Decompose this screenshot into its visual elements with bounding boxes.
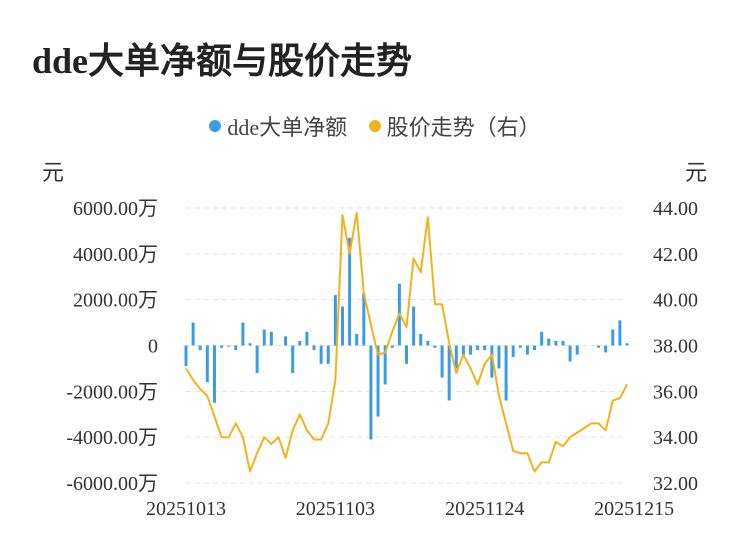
bar bbox=[355, 334, 359, 346]
bar bbox=[284, 336, 288, 346]
bar bbox=[312, 345, 316, 351]
legend-item-bars[interactable]: dde大单净额 bbox=[209, 110, 347, 142]
bar bbox=[390, 345, 394, 348]
bar bbox=[525, 345, 529, 355]
page-title: dde大单净额与股价走势 bbox=[32, 41, 413, 81]
y-right-tick-label: 44.00 bbox=[653, 198, 698, 220]
bar bbox=[604, 345, 608, 353]
x-tick-label: 20251013 bbox=[146, 498, 226, 520]
y-right-tick-label: 34.00 bbox=[653, 427, 698, 449]
bar bbox=[405, 345, 408, 364]
right-axis-unit: 元 bbox=[685, 160, 708, 185]
bar bbox=[412, 306, 416, 346]
bar bbox=[212, 345, 216, 403]
bar bbox=[561, 340, 565, 346]
bar bbox=[241, 322, 245, 346]
bar bbox=[255, 345, 259, 373]
bar bbox=[369, 345, 373, 440]
bar bbox=[533, 345, 537, 351]
bar bbox=[298, 340, 302, 346]
bar bbox=[184, 345, 188, 367]
bar bbox=[348, 237, 352, 346]
x-tick-label: 20251103 bbox=[296, 498, 375, 520]
price-line bbox=[185, 211, 628, 473]
y-left-tick-label: -4000.00万 bbox=[66, 427, 158, 449]
bar bbox=[611, 329, 615, 346]
bar bbox=[269, 331, 273, 346]
bar bbox=[433, 345, 437, 348]
y-left-tick-label: 4000.00万 bbox=[73, 244, 158, 266]
bar bbox=[518, 345, 522, 348]
bar bbox=[340, 306, 344, 346]
bar bbox=[469, 345, 473, 355]
bar bbox=[220, 345, 224, 348]
y-right-tick-label: 36.00 bbox=[653, 381, 698, 403]
y-left-tick-label: 6000.00万 bbox=[73, 198, 158, 220]
y-right-tick-label: 38.00 bbox=[653, 336, 698, 358]
bar bbox=[490, 345, 494, 378]
bar bbox=[419, 334, 423, 346]
legend-label-line: 股价走势（右） bbox=[386, 115, 541, 140]
bar bbox=[461, 345, 465, 357]
bar bbox=[305, 331, 309, 346]
bar bbox=[227, 345, 231, 347]
bar bbox=[547, 338, 551, 346]
bar bbox=[554, 340, 558, 346]
bar bbox=[248, 343, 252, 346]
bar bbox=[447, 345, 451, 401]
y-left-tick-label: -6000.00万 bbox=[66, 473, 158, 495]
bar bbox=[476, 345, 480, 351]
bar bbox=[262, 329, 266, 346]
bar bbox=[440, 345, 444, 378]
bar bbox=[376, 345, 380, 417]
chart-legend: dde大单净额 股价走势（右） bbox=[0, 110, 750, 142]
bar bbox=[319, 345, 323, 364]
bar bbox=[511, 345, 515, 357]
bar bbox=[504, 345, 508, 401]
y-right-tick-label: 40.00 bbox=[653, 290, 698, 312]
bar bbox=[597, 345, 601, 348]
bar bbox=[198, 345, 202, 351]
y-left-tick-label: 0 bbox=[148, 336, 158, 358]
bar bbox=[540, 331, 544, 346]
y-right-tick-label: 42.00 bbox=[653, 244, 698, 266]
x-tick-label: 20251124 bbox=[445, 498, 524, 520]
bar bbox=[568, 345, 572, 362]
bar bbox=[625, 343, 629, 346]
bar bbox=[362, 292, 366, 346]
legend-dot-bars bbox=[209, 120, 222, 132]
bar bbox=[426, 340, 430, 346]
bar bbox=[454, 345, 458, 369]
bar bbox=[497, 345, 501, 369]
left-axis-unit: 元 bbox=[42, 160, 65, 185]
bar bbox=[291, 345, 295, 373]
y-right-tick-label: 32.00 bbox=[653, 473, 698, 495]
bar bbox=[483, 345, 487, 351]
y-left-tick-label: -2000.00万 bbox=[66, 381, 158, 403]
legend-dot-line bbox=[368, 120, 381, 132]
legend-item-line[interactable]: 股价走势（右） bbox=[368, 110, 541, 142]
bar bbox=[205, 345, 209, 383]
bar bbox=[575, 345, 579, 355]
x-tick-label: 20251215 bbox=[594, 498, 674, 520]
bar bbox=[333, 295, 337, 346]
y-left-tick-label: 2000.00万 bbox=[73, 290, 158, 312]
bar bbox=[326, 345, 330, 364]
legend-label-bars: dde大单净额 bbox=[227, 115, 348, 140]
bar bbox=[383, 345, 387, 385]
bar bbox=[191, 322, 195, 346]
bar bbox=[618, 320, 622, 346]
bar bbox=[234, 345, 238, 351]
